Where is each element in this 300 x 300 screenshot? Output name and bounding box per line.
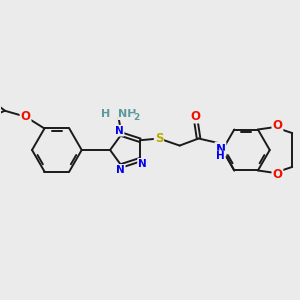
Text: O: O: [272, 167, 282, 181]
Text: N: N: [138, 159, 147, 169]
Text: 2: 2: [133, 113, 140, 122]
Text: H: H: [216, 151, 225, 161]
Text: O: O: [190, 110, 201, 122]
Text: N: N: [116, 165, 125, 175]
Text: O: O: [20, 110, 31, 123]
Text: O: O: [272, 119, 282, 133]
Text: H: H: [101, 109, 110, 119]
Text: NH: NH: [118, 109, 137, 119]
Text: S: S: [155, 132, 163, 145]
Text: N: N: [115, 126, 124, 136]
Text: N: N: [215, 142, 226, 156]
